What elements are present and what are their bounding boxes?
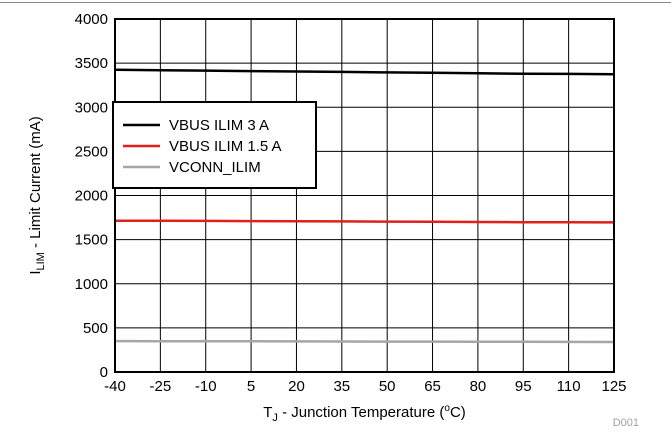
y-tick-labels: 0 500 1000 1500 2000 2500 3000 3500 4000 bbox=[75, 11, 108, 381]
x-tick-label: 65 bbox=[424, 378, 441, 395]
y-tick-label: 1500 bbox=[75, 232, 108, 249]
x-tick-label: -25 bbox=[150, 378, 172, 395]
x-tick-label: 20 bbox=[288, 378, 305, 395]
series-line-2 bbox=[115, 219, 615, 224]
y-tick-label: 4000 bbox=[75, 11, 108, 28]
y-tick-label: 2500 bbox=[75, 143, 108, 160]
top-rule bbox=[0, 2, 671, 3]
legend-label: VCONN_ILIM bbox=[169, 159, 261, 176]
legend-label: VBUS ILIM 1.5 A bbox=[169, 138, 282, 155]
y-axis-title: ILIM - Limit Current (mA) bbox=[27, 116, 47, 274]
legend-box bbox=[112, 101, 317, 189]
x-tick-label: -40 bbox=[104, 378, 126, 395]
x-tick-label: 125 bbox=[601, 378, 626, 395]
x-tick-label: 110 bbox=[557, 378, 581, 395]
x-tick-label: 50 bbox=[379, 378, 396, 395]
series-lines bbox=[114, 68, 615, 344]
y-tick-label: 3000 bbox=[75, 99, 108, 116]
x-tick-label: -10 bbox=[195, 378, 217, 395]
y-tick-label: 500 bbox=[83, 320, 108, 337]
y-tick-label: 1000 bbox=[75, 276, 108, 293]
x-tick-label: 5 bbox=[247, 378, 255, 395]
x-axis-title: TJ - Junction Temperature (oC) bbox=[263, 403, 466, 424]
x-tick-label: 80 bbox=[470, 378, 487, 395]
y-tick-label: 2000 bbox=[75, 188, 108, 205]
series-line-1 bbox=[114, 68, 615, 76]
figure-code: D001 bbox=[613, 417, 639, 429]
y-tick-label: 3500 bbox=[75, 55, 108, 72]
x-tick-label: 35 bbox=[333, 378, 350, 395]
legend-label: VBUS ILIM 3 A bbox=[169, 117, 269, 134]
plot-frame bbox=[114, 18, 615, 373]
series-line-3 bbox=[114, 339, 615, 344]
legend: VBUS ILIM 3 A VBUS ILIM 1.5 A VCONN_ILIM bbox=[112, 101, 317, 189]
y-tick-label: 0 bbox=[100, 364, 108, 381]
x-tick-label: 95 bbox=[515, 378, 532, 395]
x-tick-labels: -40 -25 -10 5 20 35 50 65 80 95 110 125 bbox=[104, 378, 626, 395]
